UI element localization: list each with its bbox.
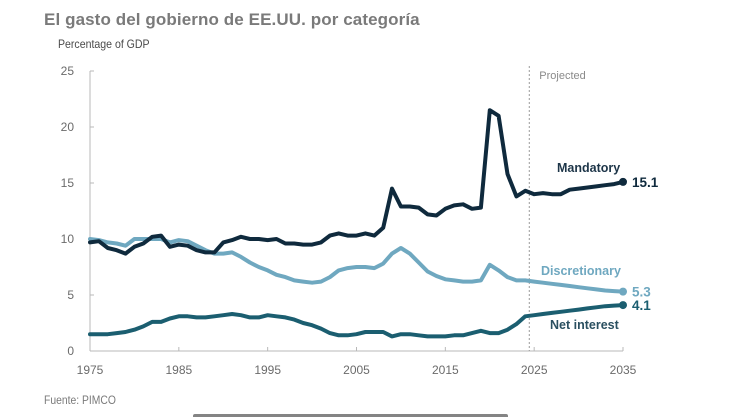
- series-label-discretionary: Discretionary: [541, 264, 621, 278]
- series-label-net-interest: Net interest: [550, 318, 620, 332]
- series-label-mandatory: Mandatory: [557, 161, 620, 175]
- series-line-mandatory: [88, 108, 625, 256]
- end-point-mandatory: [619, 177, 627, 186]
- projection-marker: Projected: [528, 66, 586, 351]
- end-value-label-mandatory: 15.1: [632, 175, 659, 190]
- scroll-indicator: [193, 414, 508, 417]
- x-tick-label: 1985: [165, 363, 192, 377]
- series-line-discretionary: [88, 237, 625, 294]
- series-line-net-interest: [88, 303, 625, 339]
- x-tick-label: 2035: [610, 363, 637, 377]
- y-tick-label: 10: [61, 232, 75, 246]
- end-value-label-discretionary: 5.3: [632, 285, 651, 300]
- y-tick-label: 15: [61, 176, 75, 190]
- chart-title: El gasto del gobierno de EE.UU. por cate…: [44, 10, 420, 29]
- y-tick-label: 25: [61, 64, 75, 78]
- series-group: 5.34.1 15.1: [88, 108, 659, 339]
- y-axis-label: Percentage of GDP: [58, 37, 150, 51]
- x-tick-label: 1975: [77, 363, 104, 377]
- y-tick-label: 5: [67, 288, 74, 302]
- x-tick-label: 2005: [343, 363, 370, 377]
- x-tick-label: 2015: [432, 363, 459, 377]
- end-point-discretionary: [619, 287, 627, 296]
- y-tick-label: 20: [61, 120, 75, 134]
- end-point-net-interest: [619, 301, 627, 310]
- end-value-label-net-interest: 4.1: [632, 298, 651, 313]
- series-labels: Mandatory Discretionary Net interest: [541, 161, 621, 332]
- x-tick-label: 1995: [254, 363, 281, 377]
- projection-label: Projected: [539, 70, 585, 82]
- y-tick-label: 0: [67, 344, 74, 358]
- source-note: Fuente: PIMCO: [44, 395, 116, 407]
- x-tick-label: 2025: [521, 363, 548, 377]
